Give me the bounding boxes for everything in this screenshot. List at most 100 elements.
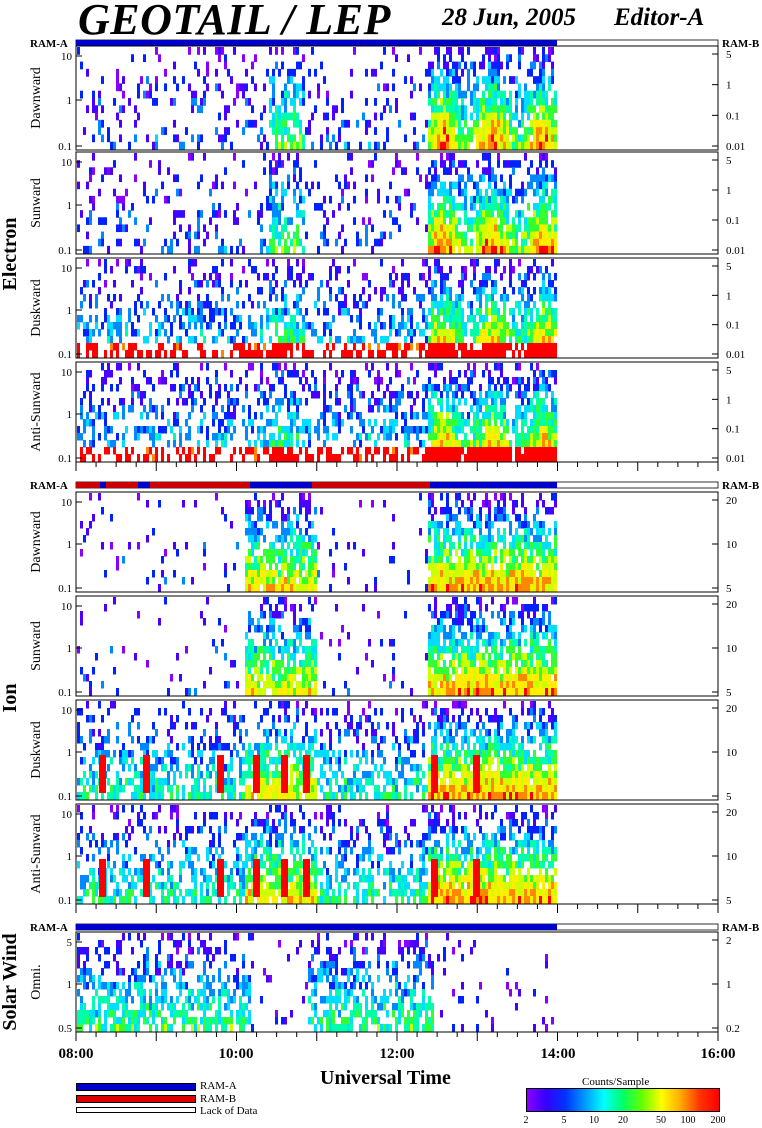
spectrogram-cell (539, 556, 542, 564)
spectrogram-cell (533, 556, 536, 564)
spectrogram-cell (101, 377, 104, 385)
spectrogram-cell (536, 405, 539, 413)
spectrogram-cell (503, 294, 506, 302)
spectrogram-cell (206, 363, 209, 371)
spectrogram-cell (188, 391, 191, 399)
spectrogram-cell (440, 556, 443, 564)
spectrogram-cell (389, 280, 392, 288)
spectrogram-cell (254, 521, 257, 529)
spectrogram-cell (317, 90, 320, 99)
spectrogram-cell (506, 660, 509, 668)
spectrogram-cell (188, 231, 191, 240)
spectrogram-cell (437, 426, 440, 434)
spectrogram-cell (479, 287, 482, 295)
spectrogram-cell (305, 181, 308, 190)
spectrogram-cell (269, 646, 272, 654)
spectrogram-cell (395, 363, 398, 371)
spectrogram-cell (155, 336, 158, 344)
spectrogram-cell (146, 350, 149, 358)
spectrogram-cell (305, 570, 308, 578)
spectrogram-cell (296, 433, 299, 441)
spectrogram-cell (458, 681, 461, 689)
spectrogram-cell (353, 259, 356, 267)
spectrogram-cell (533, 238, 536, 247)
spectrogram-cell (236, 384, 239, 392)
spectrogram-cell (494, 238, 497, 247)
spectrogram-cell (515, 440, 518, 448)
spectrogram-cell (428, 90, 431, 99)
spectrogram-cell (122, 646, 125, 654)
spectrogram-cell (446, 405, 449, 413)
spectrogram-cell (299, 618, 302, 626)
spectrogram-cell (539, 653, 542, 661)
spectrogram-cell (320, 203, 323, 211)
spectrogram-cell (305, 507, 308, 515)
plot-editor: Editor-A (614, 4, 705, 31)
spectrogram-cell (440, 363, 443, 371)
spectrogram-cell (263, 391, 266, 399)
spectrogram-cell (281, 688, 284, 696)
spectrogram-cell (302, 384, 305, 392)
spectrogram-cell (407, 329, 410, 337)
spectrogram-cell (410, 76, 413, 84)
right-tick-label: 0.01 (726, 245, 745, 257)
spectrogram-cell (344, 181, 347, 190)
spectrogram-cell (476, 259, 479, 267)
spectrogram-cell (452, 426, 455, 434)
spectrogram-cell (527, 217, 530, 225)
spectrogram-cell (248, 570, 251, 578)
spectrogram-cell (395, 195, 398, 204)
spectrogram-cell (512, 112, 515, 121)
spectrogram-cell (308, 273, 311, 281)
spectrogram-cell (449, 688, 452, 696)
spectrogram-cell (428, 419, 431, 427)
spectrogram-cell (353, 454, 356, 462)
spectrogram-cell (131, 54, 134, 63)
spectrogram-cell (545, 174, 548, 183)
spectrogram-cell (230, 308, 233, 316)
spectrogram-cell (524, 454, 527, 462)
spectrogram-cell (485, 625, 488, 633)
spectrogram-cell (233, 217, 236, 225)
spectrogram-cell (281, 224, 284, 233)
spectrogram-cell (140, 76, 143, 84)
spectrogram-cell (470, 542, 473, 550)
spectrogram-cell (191, 315, 194, 323)
spectrogram-cell (494, 47, 497, 55)
spectrogram-cell (299, 542, 302, 550)
spectrogram-cell (551, 119, 554, 128)
spectrogram-cell (275, 181, 278, 190)
spectrogram-cell (473, 363, 476, 371)
spectrogram-cell (383, 674, 386, 682)
spectrogram-cell (107, 370, 110, 378)
spectrogram-cell (479, 528, 482, 536)
spectrogram-cell (512, 287, 515, 295)
spectrogram-cell (269, 294, 272, 302)
spectrogram-cell (500, 660, 503, 668)
spectrogram-cell (476, 454, 479, 462)
spectrogram-cell (455, 294, 458, 302)
spectrogram-cell (434, 105, 437, 114)
spectrogram-cell (254, 454, 257, 462)
spectrogram-cell (209, 188, 212, 197)
spectrogram-cell (461, 273, 464, 281)
spectrogram-cell (488, 134, 491, 143)
spectrogram-cell (251, 542, 254, 550)
spectrogram-cell (215, 210, 218, 218)
spectrogram-cell (404, 294, 407, 302)
spectrogram-cell (200, 329, 203, 337)
spectrogram-cell (365, 195, 368, 204)
spectrogram-cell (428, 245, 431, 254)
spectrogram-cell (464, 419, 467, 427)
spectrogram-cell (455, 419, 458, 427)
spectrogram-cell (452, 98, 455, 106)
spectrogram-cell (407, 308, 410, 316)
spectrogram-cell (443, 134, 446, 143)
spectrogram-cell (488, 660, 491, 668)
spectrogram-cell (476, 134, 479, 143)
spectrogram-cell (245, 83, 248, 92)
spectrogram-cell (203, 98, 206, 106)
spectrogram-cell (89, 681, 92, 689)
spectrogram-cell (449, 322, 452, 330)
